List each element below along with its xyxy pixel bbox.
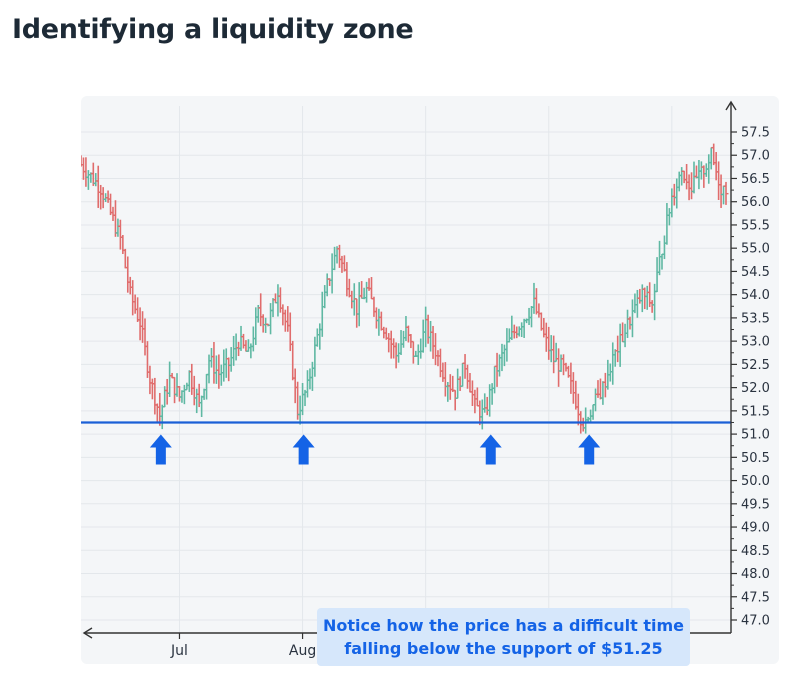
axes — [82, 100, 737, 639]
up-arrow-icon — [479, 434, 502, 465]
y-tick-label: 56.5 — [741, 172, 770, 187]
page-title: Identifying a liquidity zone — [12, 14, 414, 45]
y-tick-label: 54.0 — [741, 288, 770, 303]
grid-lines — [81, 106, 731, 633]
y-tick-label: 47.0 — [741, 614, 770, 629]
x-axis-arrow-icon — [82, 627, 93, 639]
y-tick-label: 48.0 — [741, 567, 770, 582]
y-axis-ticks: 57.5 57.0 56.5 56.0 55.5 55.0 54.5 54.0 53.5 53.0… — [731, 126, 770, 629]
y-tick-label: 49.5 — [741, 497, 770, 512]
y-tick-label: 53.5 — [741, 311, 770, 326]
up-arrow-icon — [149, 434, 172, 465]
y-tick-label: 50.5 — [741, 451, 770, 466]
y-tick-label: 55.5 — [741, 218, 770, 233]
chart-card: 57.5 57.0 56.5 56.0 55.5 55.0 54.5 54.0 53.5 53.0… — [81, 96, 779, 666]
y-tick-label: 48.5 — [741, 544, 770, 559]
y-tick-label: 56.0 — [741, 195, 770, 210]
y-tick-label: 50.0 — [741, 474, 770, 489]
y-tick-label: 55.0 — [741, 242, 770, 257]
y-tick-label: 53.0 — [741, 335, 770, 350]
y-axis-arrow-icon — [725, 100, 737, 111]
annotation-callout: Notice how the price has a difficult tim… — [317, 608, 690, 666]
y-tick-label: 51.0 — [741, 428, 770, 443]
y-tick-label: 47.5 — [741, 590, 770, 605]
y-tick-label: 54.5 — [741, 265, 770, 280]
y-tick-label: 51.5 — [741, 404, 770, 419]
price-bar-down — [723, 181, 729, 205]
y-tick-label: 57.0 — [741, 149, 770, 164]
support-touch-arrows — [149, 434, 601, 465]
up-arrow-icon — [292, 434, 315, 465]
price-chart: 57.5 57.0 56.5 56.0 55.5 55.0 54.5 54.0 53.5 53.0… — [81, 100, 770, 659]
y-tick-label: 52.5 — [741, 358, 770, 373]
y-tick-label: 49.0 — [741, 521, 770, 536]
x-tick-label: Jul — [170, 643, 188, 659]
price-bars — [81, 143, 729, 434]
annotation-text: Notice how the price has a difficult tim… — [322, 616, 684, 658]
y-tick-label: 57.5 — [741, 126, 770, 141]
y-tick-label: 52.0 — [741, 381, 770, 396]
up-arrow-icon — [578, 434, 601, 465]
x-tick-label: Aug — [289, 643, 316, 659]
